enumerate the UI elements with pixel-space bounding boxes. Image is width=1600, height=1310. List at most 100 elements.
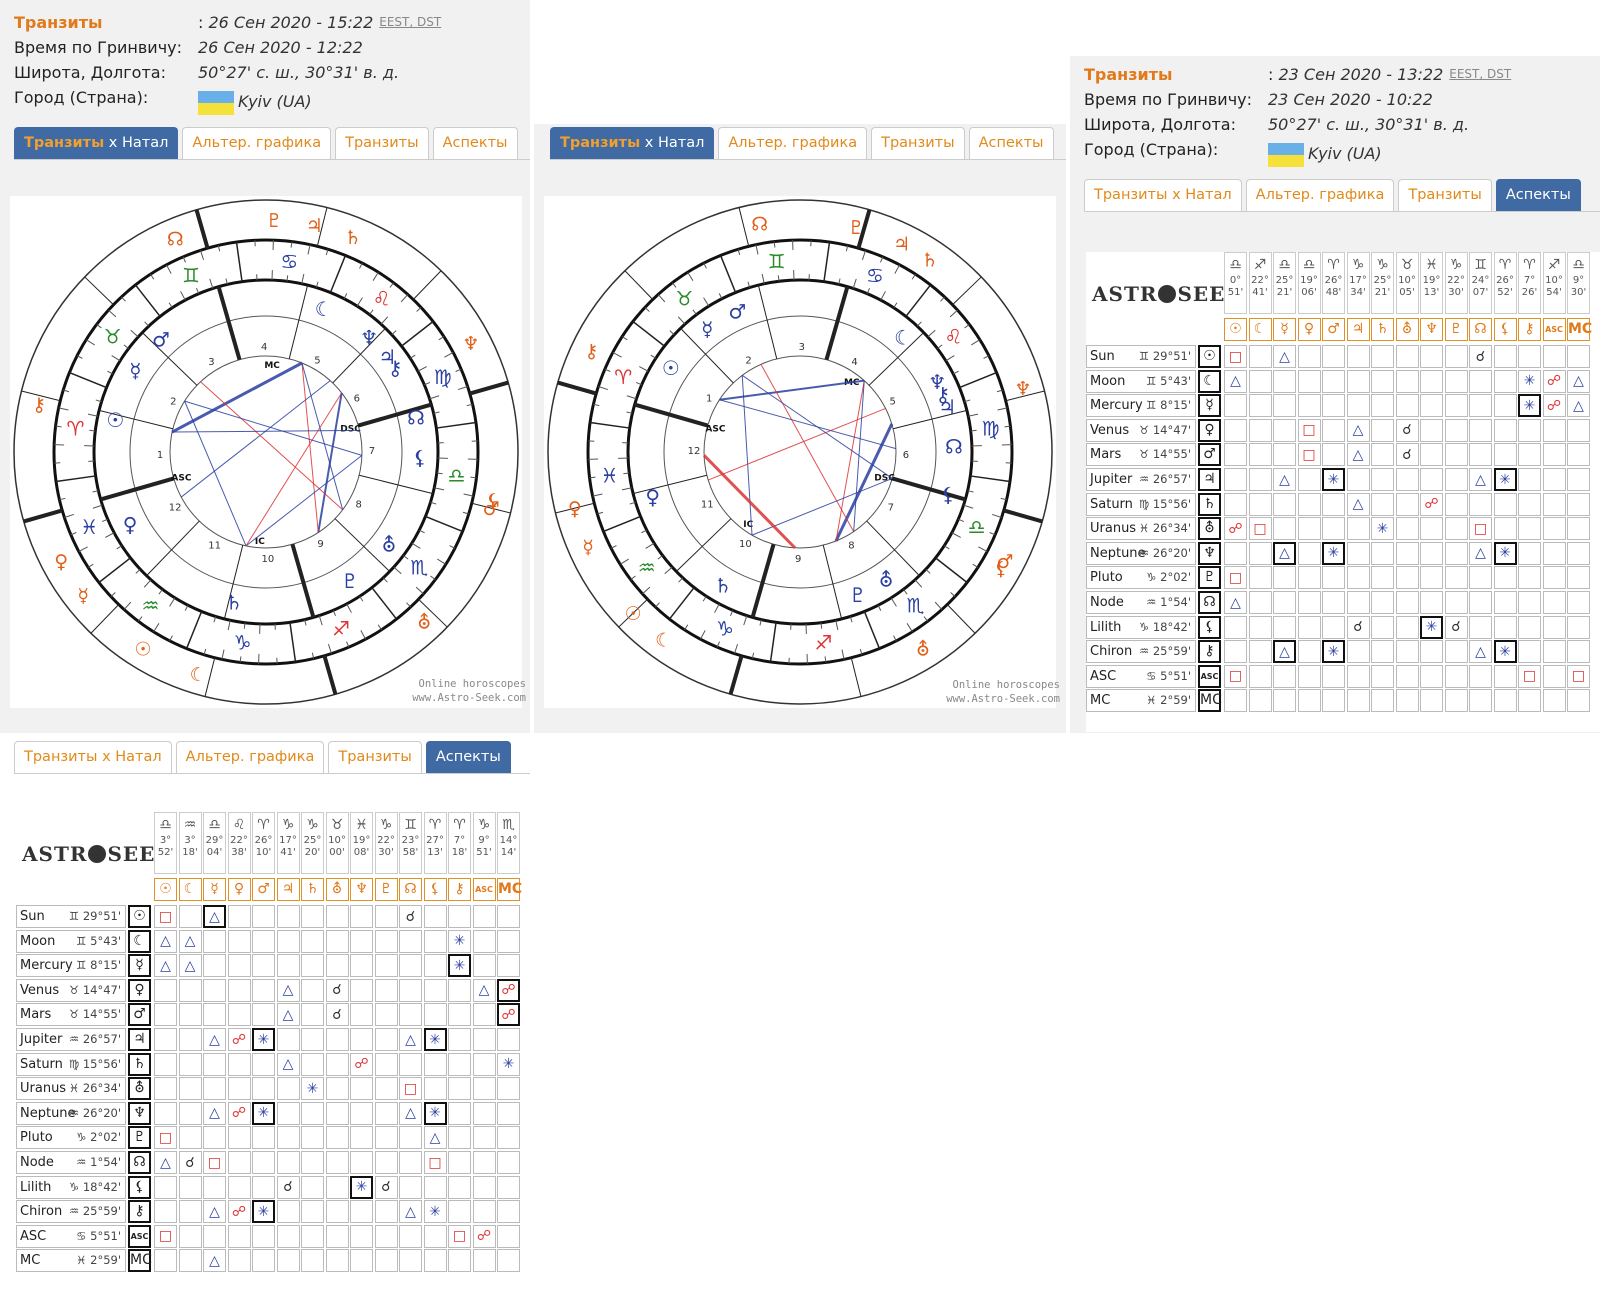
aspect-cell[interactable]	[1420, 541, 1443, 565]
aspect-cell[interactable]	[1248, 418, 1272, 442]
aspect-cell[interactable]	[1322, 443, 1345, 467]
aspect-op-icon[interactable]: ☍	[227, 1200, 251, 1224]
aspect-cell[interactable]	[350, 1028, 373, 1051]
aspect-cell[interactable]	[472, 1052, 496, 1076]
aspect-cell[interactable]	[448, 1175, 471, 1199]
aspect-cell[interactable]	[325, 1077, 349, 1101]
aspect-cell[interactable]	[252, 1077, 275, 1101]
aspect-sx-icon[interactable]: ✳	[1420, 615, 1443, 639]
aspect-cell[interactable]	[1322, 517, 1345, 541]
aspect-tri-icon[interactable]: △	[1567, 369, 1590, 393]
aspect-cell[interactable]	[472, 1101, 496, 1125]
aspect-tri-icon[interactable]: △	[1273, 640, 1296, 664]
aspect-cell[interactable]	[1371, 443, 1394, 467]
aspect-cell[interactable]	[1444, 566, 1468, 590]
aspect-cell[interactable]	[252, 954, 275, 978]
aspect-cell[interactable]	[1395, 394, 1419, 418]
aspect-cell[interactable]	[301, 1249, 324, 1273]
aspect-cj-icon[interactable]: ☌	[276, 1175, 300, 1199]
aspect-cell[interactable]	[1395, 468, 1419, 491]
aspect-cell[interactable]	[1444, 443, 1468, 467]
aspect-cell[interactable]	[1567, 345, 1590, 368]
aspect-cell[interactable]	[252, 978, 275, 1002]
aspect-cell[interactable]	[374, 978, 398, 1002]
aspect-cell[interactable]	[1322, 566, 1345, 590]
aspect-cell[interactable]	[276, 1077, 300, 1101]
aspect-op-icon[interactable]: ☍	[497, 978, 520, 1002]
aspect-cell[interactable]	[1248, 443, 1272, 467]
aspect-cell[interactable]	[178, 1028, 202, 1051]
aspect-cell[interactable]	[1248, 492, 1272, 516]
aspect-sq-icon[interactable]: □	[448, 1224, 471, 1248]
aspect-cell[interactable]	[1371, 566, 1394, 590]
aspect-cell[interactable]	[1224, 615, 1247, 639]
aspect-cell[interactable]	[1542, 640, 1566, 664]
aspect-cell[interactable]	[472, 1077, 496, 1101]
aspect-cell[interactable]	[178, 1003, 202, 1027]
aspect-cell[interactable]	[497, 929, 520, 953]
aspect-cell[interactable]	[178, 1077, 202, 1101]
aspect-cell[interactable]	[1444, 591, 1468, 614]
aspect-cell[interactable]	[1493, 591, 1517, 614]
aspect-cell[interactable]	[374, 1028, 398, 1051]
aspect-cell[interactable]	[1346, 345, 1370, 368]
aspect-cell[interactable]	[325, 1249, 349, 1273]
aspect-cell[interactable]	[1371, 689, 1394, 713]
aspect-cell[interactable]	[1371, 541, 1394, 565]
aspect-cell[interactable]	[1371, 418, 1394, 442]
aspect-tri-icon[interactable]: △	[399, 1200, 422, 1224]
aspect-cell[interactable]	[1518, 418, 1541, 442]
aspect-cell[interactable]	[1542, 345, 1566, 368]
aspect-cell[interactable]	[1371, 591, 1394, 614]
aspect-cell[interactable]	[1542, 541, 1566, 565]
aspect-sx-icon[interactable]: ✳	[1518, 394, 1541, 418]
aspect-tri-icon[interactable]: △	[178, 929, 202, 953]
tab-aspects[interactable]: Аспекты	[1495, 179, 1581, 211]
aspect-cell[interactable]	[374, 954, 398, 978]
aspect-cell[interactable]	[1248, 566, 1272, 590]
aspect-cell[interactable]	[1567, 541, 1590, 565]
aspect-cell[interactable]	[301, 1028, 324, 1051]
aspect-cell[interactable]	[472, 1151, 496, 1174]
aspect-cell[interactable]	[276, 1028, 300, 1051]
aspect-cell[interactable]	[399, 1249, 422, 1273]
aspect-cell[interactable]	[1395, 689, 1419, 713]
aspect-cj-icon[interactable]: ☌	[1395, 443, 1419, 467]
aspect-cell[interactable]	[350, 978, 373, 1002]
aspect-cell[interactable]	[178, 1200, 202, 1224]
aspect-cell[interactable]	[1297, 468, 1321, 491]
aspect-cell[interactable]	[252, 1151, 275, 1174]
aspect-cell[interactable]	[1469, 418, 1492, 442]
aspect-cell[interactable]	[252, 1126, 275, 1150]
aspect-cell[interactable]	[448, 1151, 471, 1174]
aspect-cell[interactable]	[1469, 566, 1492, 590]
aspect-sq-icon[interactable]: □	[1297, 418, 1321, 442]
aspect-cell[interactable]	[1493, 345, 1517, 368]
aspect-cell[interactable]	[1518, 566, 1541, 590]
aspect-cell[interactable]	[399, 954, 422, 978]
aspect-sx-icon[interactable]: ✳	[1493, 541, 1517, 565]
aspect-cell[interactable]	[1297, 541, 1321, 565]
aspect-cell[interactable]	[1395, 591, 1419, 614]
tab-transit-natal[interactable]: Транзиты x Натал	[550, 127, 715, 159]
aspect-cell[interactable]	[301, 978, 324, 1002]
aspect-cell[interactable]	[1224, 418, 1247, 442]
aspect-cell[interactable]	[1493, 369, 1517, 393]
aspect-cell[interactable]	[1567, 443, 1590, 467]
aspect-cell[interactable]	[178, 1224, 202, 1248]
aspect-cell[interactable]	[1297, 640, 1321, 664]
aspect-op-icon[interactable]: ☍	[227, 1028, 251, 1051]
aspect-sq-icon[interactable]: □	[1469, 517, 1492, 541]
aspect-cell[interactable]	[252, 929, 275, 953]
aspect-cell[interactable]	[497, 905, 520, 928]
aspect-cell[interactable]	[1395, 541, 1419, 565]
aspect-cell[interactable]	[472, 1249, 496, 1273]
tab-transit-natal[interactable]: Транзиты x Натал	[14, 127, 179, 159]
aspect-cell[interactable]	[1420, 418, 1443, 442]
aspect-cell[interactable]	[1395, 345, 1419, 368]
aspect-cj-icon[interactable]: ☌	[1395, 418, 1419, 442]
aspect-cell[interactable]	[301, 1200, 324, 1224]
aspect-cell[interactable]	[1273, 664, 1296, 688]
aspect-cj-icon[interactable]: ☌	[399, 905, 422, 928]
aspect-cell[interactable]	[374, 905, 398, 928]
